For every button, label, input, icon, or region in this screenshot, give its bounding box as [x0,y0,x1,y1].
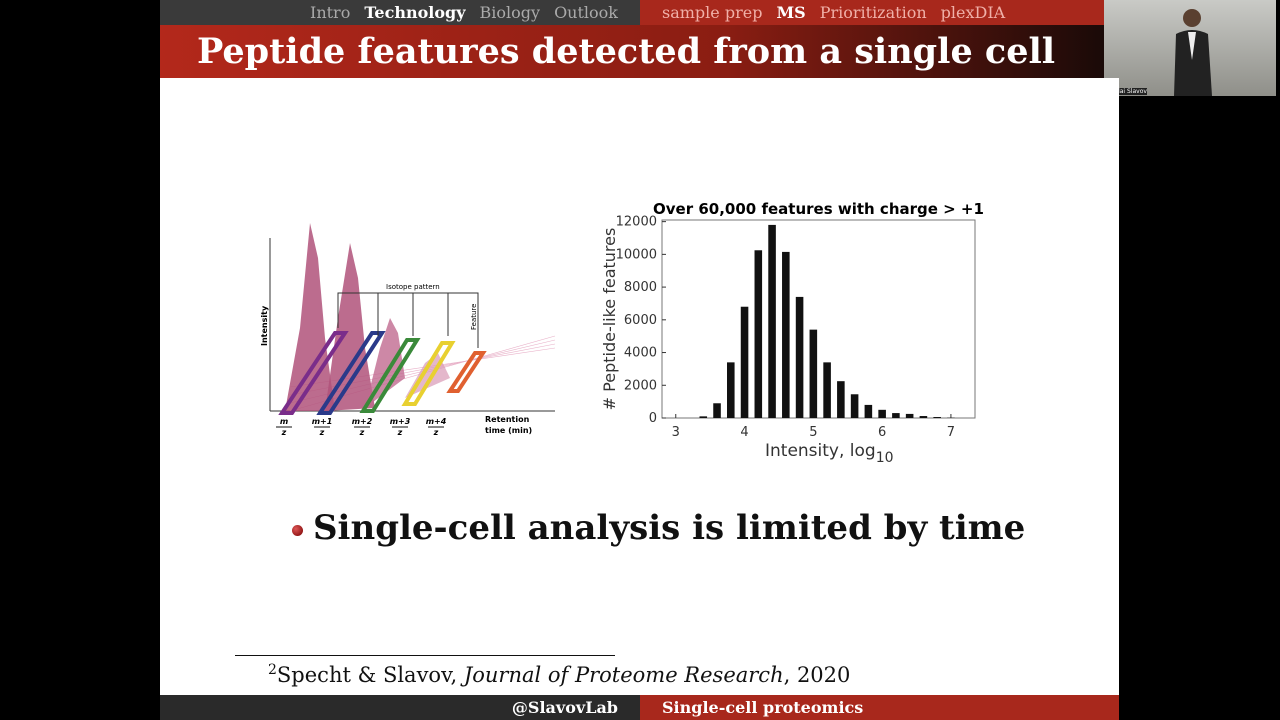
plot-frame [661,219,976,419]
y-tick-label: 2000 [624,378,657,393]
slide: Isotope pattern Feature Intensity Retent… [160,78,1119,695]
bar [933,417,941,418]
y-label: Intensity [260,305,269,346]
x-label-text: Intensity, log [765,441,876,461]
nav-item[interactable]: MS [776,3,806,22]
presenter-name: Nikolai Slavov [1105,88,1147,95]
chart-title: Over 60,000 features with charge > +1 [653,200,984,218]
isotope-diagram: Isotope pattern Feature Intensity Retent… [260,223,556,437]
bar [864,404,873,418]
bar [754,250,763,418]
bar [878,409,886,418]
isotope-numerator: m [280,417,288,426]
bar [713,403,721,418]
footnote-authors: Specht & Slavov, [276,663,464,687]
bullet-text: Single-cell analysis is limited by time [313,508,1026,548]
x-label: Intensity, log10 [765,441,894,466]
isotope-boxes [278,331,487,415]
isotope-numerator: m+2 [352,417,373,426]
footnote-year: , 2020 [783,663,851,687]
y-tick-label: 4000 [624,346,657,361]
y-tick-label: 0 [649,411,657,426]
histogram: Over 60,000 features with charge > +1 0 20… [600,200,984,466]
isotope-denominator: z [281,428,287,437]
feature-label: Feature [470,304,478,330]
isotope-numerator: m+1 [312,417,333,426]
nav-item[interactable]: Biology [479,3,541,22]
peak [325,243,375,411]
isotope-bracket [337,292,479,348]
x-label: time (min) [485,426,532,435]
isotope-numerator: m+4 [426,417,447,426]
isotope-denominator: z [433,428,439,437]
isotope-denominator: z [359,428,365,437]
nav-item[interactable]: Intro [310,3,351,22]
footnote-journal: Journal of Proteome Research [463,663,784,687]
isotope-label: Isotope pattern [386,283,440,291]
bar [919,416,928,418]
isotope-numerator: m+3 [390,417,411,426]
x-tick-label: 6 [878,425,886,440]
bar [850,394,859,418]
x-tick-label: 5 [809,425,817,440]
bar [782,251,790,418]
bar [892,413,900,418]
y-tick-label: 6000 [624,313,657,328]
x-tick-label: 3 [672,425,680,440]
footnote-mark: 2 [268,662,277,678]
nav-item[interactable]: Technology [364,3,466,22]
footer-right: Single-cell proteomics [640,695,1119,720]
x-label-sub: 10 [876,450,894,466]
nav-item[interactable]: sample prep [662,3,763,22]
footnote-rule [235,655,615,656]
y-label: # Peptide-like features [600,228,619,411]
nav-item[interactable]: Outlook [554,3,618,22]
footnote: 2Specht & Slavov, Journal of Proteome Re… [268,662,850,687]
bar [699,416,708,418]
isotope-denominator: z [397,428,403,437]
bar [837,381,845,418]
bar [727,362,735,418]
y-tick-label: 12000 [616,215,657,230]
nav-sections: Intro Technology Biology Outlook [160,0,640,25]
peak [365,318,405,408]
footer-left: @SlavovLab [160,695,640,720]
bar [809,329,818,418]
bar [823,362,831,418]
y-tick-label: 8000 [624,280,657,295]
x-label: Retention [485,415,530,424]
x-tick-label: 7 [947,425,955,440]
x-tick-label: 4 [740,425,748,440]
presenter [1174,9,1212,96]
bar [740,306,749,418]
y-tick-label: 10000 [616,247,657,262]
nav-item[interactable]: plexDIA [940,3,1006,22]
bar [905,413,914,418]
bar [768,224,776,418]
nav-item[interactable]: Prioritization [819,3,927,22]
footer-handle: @SlavovLab [511,698,618,717]
webcam: Nikolai Slavov [1104,0,1276,96]
footer-topic: Single-cell proteomics [662,698,864,717]
slide-title: Peptide features detected from a single … [160,25,1104,78]
nav-subsections: sample prep MS Prioritization plexDIA [640,0,1104,25]
isotope-denominator: z [319,428,325,437]
bullet: Single-cell analysis is limited by time [292,508,1025,548]
bar [795,296,804,418]
